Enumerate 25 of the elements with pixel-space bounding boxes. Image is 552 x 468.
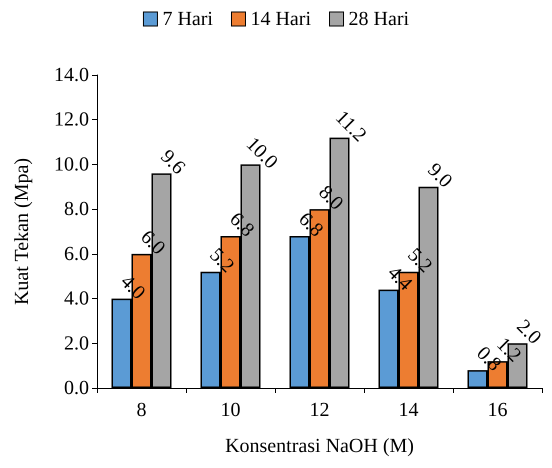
y-tick-label: 12.0	[54, 108, 89, 131]
legend-label: 7 Hari	[162, 8, 214, 30]
data-label: 6.8	[294, 208, 328, 242]
x-tick-label: 16	[488, 399, 508, 421]
data-label: 10.0	[242, 132, 282, 174]
y-tick-label: 2.0	[64, 332, 89, 354]
y-axis-title: Kuat Tekan (Mpa)	[11, 158, 33, 306]
x-tick-label: 12	[310, 399, 330, 421]
x-axis-title: Konsentrasi NaOH (M)	[225, 435, 414, 457]
data-label: 6.0	[136, 226, 170, 260]
x-tick-label: 8	[136, 399, 146, 421]
legend-label: 28 Hari	[348, 8, 410, 30]
y-tick-label: 4.0	[64, 288, 89, 310]
data-label: 9.0	[423, 158, 456, 192]
x-tick-label: 14	[398, 399, 418, 421]
data-label: 11.2	[330, 106, 371, 146]
legend-label: 14 Hari	[250, 8, 312, 30]
data-label: 9.6	[156, 145, 190, 179]
y-tick-label: 6.0	[64, 242, 89, 265]
y-tick-label: 0.0	[64, 377, 89, 399]
y-tick-label: 10.0	[54, 153, 89, 176]
x-tick-label: 10	[220, 399, 240, 421]
data-label: 6.8	[225, 208, 258, 242]
y-tick-label: 14.0	[54, 64, 89, 86]
y-tick-label: 8.0	[64, 198, 89, 220]
